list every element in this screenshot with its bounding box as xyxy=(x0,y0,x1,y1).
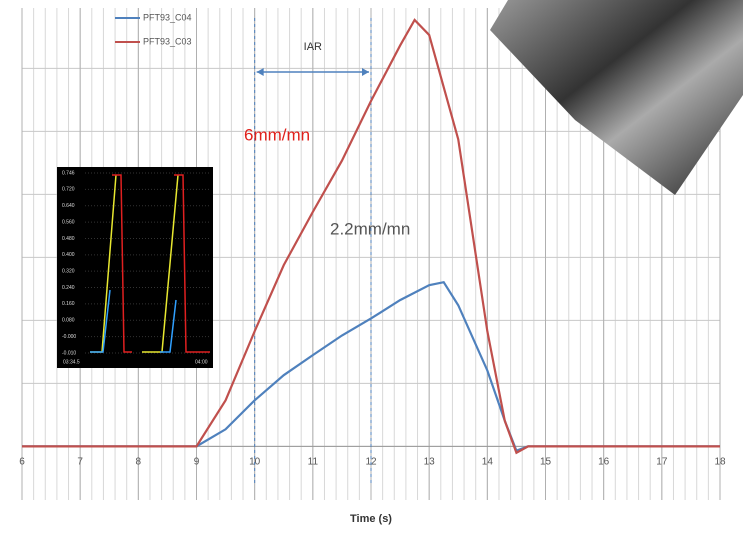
inset-y-label: -0.010 xyxy=(62,350,76,356)
inset-y-label: 0.640 xyxy=(62,203,75,209)
legend-label: PFT93_C04 xyxy=(143,12,192,22)
x-tick-label: 7 xyxy=(77,457,83,468)
x-tick-label: 16 xyxy=(598,457,610,468)
inset-trace xyxy=(90,289,177,353)
x-tick-label: 6 xyxy=(19,457,25,468)
x-tick-label: 18 xyxy=(714,457,726,468)
x-tick-label: 11 xyxy=(308,457,319,468)
inset-bg xyxy=(57,167,213,368)
photo xyxy=(490,0,743,195)
x-tick-label: 17 xyxy=(656,457,668,468)
inset-y-label: 0.720 xyxy=(62,187,75,193)
x-axis-title: Time (s) xyxy=(350,513,392,525)
inset-y-label: 0.160 xyxy=(62,301,75,307)
rate-blue: 2.2mm/mn xyxy=(330,219,410,238)
anchor xyxy=(0,0,1,1)
legend-label: PFT93_C03 xyxy=(143,36,192,46)
x-tick-label: 14 xyxy=(482,457,494,468)
range-label: IAR xyxy=(304,41,322,53)
inset-x-label: 03:34.5 xyxy=(63,359,80,365)
inset-y-label: 0.400 xyxy=(62,252,75,258)
rate-red: 6mm/mn xyxy=(244,125,310,144)
inset-y-label: 0.320 xyxy=(62,269,75,275)
x-tick-label: 15 xyxy=(540,457,552,468)
inset-y-label: 0.480 xyxy=(62,236,75,242)
x-tick-label: 8 xyxy=(136,457,142,468)
inset-y-label: -0.000 xyxy=(62,334,76,340)
inset-y-label: 0.746 xyxy=(62,170,75,176)
x-tick-label: 13 xyxy=(424,457,436,468)
inset-y-label: 0.080 xyxy=(62,318,75,324)
inset-x-label: 04:00 xyxy=(195,359,208,365)
series-line xyxy=(22,18,720,455)
inset-y-label: 0.560 xyxy=(62,219,75,225)
x-tick-label: 9 xyxy=(194,457,200,468)
inset-trace xyxy=(112,174,210,353)
inset-y-label: 0.240 xyxy=(62,285,75,291)
